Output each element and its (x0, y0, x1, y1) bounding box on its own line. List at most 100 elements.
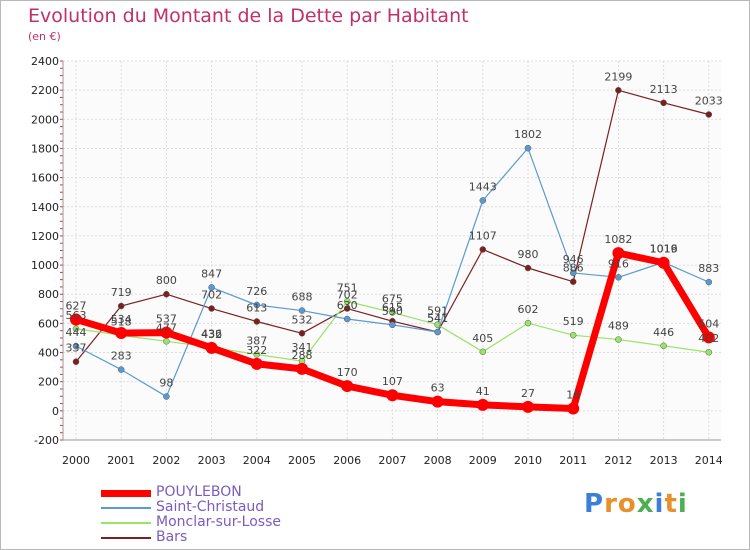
data-point (434, 328, 441, 336)
y-tick-label: 2400 (31, 55, 59, 68)
data-label: 916 (608, 257, 629, 270)
data-point (479, 348, 487, 356)
data-point (343, 305, 351, 312)
x-tick-label: 2006 (333, 454, 361, 467)
data-label: 477 (156, 321, 177, 334)
data-label: 980 (518, 248, 539, 261)
data-label: 886 (563, 262, 584, 275)
data-point (567, 402, 580, 415)
data-label: 675 (382, 292, 403, 305)
x-tick-label: 2009 (469, 454, 497, 467)
data-point (524, 264, 532, 272)
data-label: 1802 (514, 128, 542, 141)
legend-label: POUYLEBON (156, 484, 242, 500)
data-label: 541 (427, 312, 448, 325)
data-label: 1107 (469, 229, 497, 242)
data-point (479, 197, 487, 204)
data-point (208, 284, 215, 291)
data-point (431, 395, 444, 408)
legend-label: Monclar-sur-Losse (156, 514, 281, 530)
data-point (298, 330, 306, 337)
y-tick-label: 1200 (31, 230, 59, 243)
data-label: 387 (246, 334, 267, 347)
data-label: 946 (563, 253, 584, 266)
x-tick-label: 2008 (424, 454, 452, 467)
data-label: 702 (201, 289, 222, 302)
data-point (253, 318, 261, 325)
data-label: 1443 (469, 181, 497, 194)
legend-item: POUYLEBON (101, 484, 401, 500)
legend-swatch (101, 490, 151, 497)
data-point (660, 99, 667, 107)
data-point (253, 351, 261, 358)
x-tick-label: 2002 (152, 454, 180, 467)
data-point (612, 247, 625, 260)
data-point (524, 319, 532, 327)
data-label: 1016 (650, 243, 678, 256)
y-tick-label: 2200 (31, 84, 59, 97)
data-point (705, 111, 713, 118)
legend-item: Saint-Christaud (101, 499, 401, 515)
data-label: 630 (337, 299, 358, 312)
data-label: 702 (337, 289, 358, 302)
data-point (160, 326, 173, 339)
y-tick-label: -200 (34, 434, 59, 447)
x-tick-label: 2003 (198, 454, 226, 467)
data-label: 615 (382, 301, 403, 314)
data-label: 537 (156, 313, 177, 326)
data-label: 170 (337, 366, 358, 379)
data-label: 444 (66, 326, 87, 339)
data-point (72, 358, 80, 365)
legend-swatch (101, 537, 151, 539)
data-point (208, 305, 215, 312)
legend-item: Monclar-sur-Losse (101, 514, 401, 530)
data-label: 446 (653, 326, 674, 339)
data-label: 341 (292, 341, 313, 354)
x-tick-label: 2013 (650, 454, 678, 467)
y-tick-label: 600 (38, 317, 59, 330)
data-point (660, 342, 667, 350)
data-point (117, 302, 125, 310)
y-tick-label: 2000 (31, 113, 59, 126)
data-label: 504 (698, 317, 719, 330)
legend-swatch (101, 522, 151, 524)
y-tick-label: 1600 (31, 172, 59, 185)
logo-letter: r (604, 489, 618, 519)
data-label: 719 (111, 286, 132, 299)
data-label: 1082 (604, 233, 632, 246)
x-tick-label: 2014 (695, 454, 723, 467)
data-point (389, 309, 396, 316)
data-point (569, 269, 577, 277)
data-label: 627 (66, 299, 87, 312)
data-point (389, 321, 396, 329)
data-point (524, 144, 532, 152)
data-point (386, 389, 399, 402)
data-label: 41 (476, 385, 490, 398)
data-point (250, 357, 263, 370)
data-label: 2199 (604, 70, 632, 83)
data-point (615, 87, 622, 94)
x-tick-label: 2000 (62, 454, 90, 467)
data-label: 1019 (650, 242, 678, 255)
data-label: 518 (111, 315, 132, 328)
chart-title: Evolution du Montant de la Dette par Hab… (28, 5, 469, 27)
chart-unit: (en €) (28, 30, 61, 43)
data-label: 2033 (695, 94, 723, 107)
data-point (72, 325, 80, 333)
data-label: 322 (246, 344, 267, 357)
data-label: 602 (518, 303, 539, 316)
data-label: 590 (382, 305, 403, 318)
data-point (522, 400, 534, 413)
logo-letter: P (584, 489, 605, 519)
data-label: 800 (156, 274, 177, 287)
logo-letter: i (654, 489, 665, 519)
data-point (657, 256, 670, 269)
data-label: 688 (292, 291, 313, 304)
data-label: 16 (566, 389, 580, 402)
data-point (341, 380, 354, 393)
logo-letter: i (677, 489, 688, 519)
data-point (117, 366, 125, 373)
legend-label: Bars (156, 529, 188, 545)
data-point (296, 362, 308, 375)
